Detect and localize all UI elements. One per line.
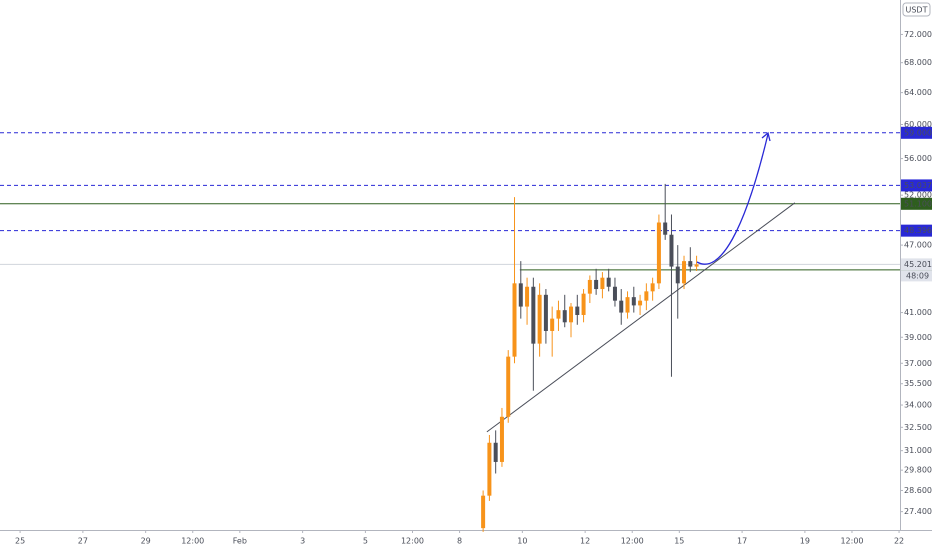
candle-body	[481, 495, 486, 529]
y-tick-label: 27.4000	[904, 507, 932, 516]
candle-body	[531, 286, 536, 344]
x-tick-label: 8	[457, 537, 462, 546]
candle-body	[663, 222, 668, 235]
candle-body	[562, 310, 567, 323]
trendline	[486, 202, 796, 433]
candle-body	[525, 286, 530, 307]
x-tick-label: 5	[363, 537, 368, 546]
price-label: 45.2015	[904, 260, 932, 269]
price-label-box	[901, 179, 932, 192]
candle-body	[650, 283, 655, 292]
candle-body	[694, 264, 699, 267]
candle-body	[638, 300, 643, 306]
x-tick-label: 12:00	[840, 537, 863, 546]
candle-body	[587, 279, 592, 294]
candle-body	[543, 294, 548, 331]
x-tick-label: 15	[674, 537, 684, 546]
candle-body	[569, 306, 574, 323]
candle-body	[512, 283, 517, 357]
price-label-box	[901, 197, 932, 210]
y-tick-label: 47.0000	[904, 241, 932, 250]
candle-body	[537, 294, 542, 344]
candle-body	[487, 442, 492, 496]
candle-body	[675, 266, 680, 284]
candle-body	[688, 261, 693, 267]
y-tick-label: 41.0000	[904, 308, 932, 317]
x-tick-label: 22	[894, 537, 904, 546]
y-tick-label: 35.5000	[904, 379, 932, 388]
projection-arrowhead	[761, 131, 771, 142]
x-tick-label: 12	[580, 537, 590, 546]
price-label: 59.0000	[904, 128, 932, 137]
y-tick-label: 28.6000	[904, 486, 932, 495]
x-tick-label: 12:00	[621, 537, 644, 546]
y-tick-label: 64.0000	[904, 88, 932, 97]
candle-body	[556, 310, 561, 319]
price-label: 48.3968	[904, 226, 932, 235]
candle-body	[493, 442, 498, 462]
candle-body	[619, 300, 624, 313]
candle-body	[612, 286, 617, 301]
candle-body	[631, 297, 636, 306]
y-tick-label: 52.0000	[904, 191, 932, 200]
candle-body	[644, 291, 649, 301]
candle-body	[506, 356, 511, 417]
plot: 25 27 29 12:00 Feb 3 5 12:00 8 10 12 12:00 15 17 19 12:…	[0, 30, 932, 546]
countdown-box	[901, 270, 932, 282]
countdown: 48:09	[906, 271, 929, 280]
candle-body	[581, 293, 586, 315]
price-label: 53.0376	[904, 181, 932, 190]
currency-badge[interactable]	[902, 2, 931, 17]
candle-body	[575, 306, 580, 315]
x-tick-label: 17	[737, 537, 747, 546]
y-tick-label: 29.8000	[904, 466, 932, 475]
x-tick-label: 12:00	[401, 537, 424, 546]
candle-body	[606, 277, 611, 287]
x-tick-label: 27	[78, 537, 88, 546]
candle-body	[682, 261, 687, 284]
x-tick-label: 29	[141, 537, 151, 546]
x-tick-label: 12:00	[181, 537, 204, 546]
x-tick-label: 10	[517, 537, 527, 546]
price-label-box	[901, 258, 932, 271]
price-label-box	[901, 126, 932, 139]
x-tick-label: 3	[300, 537, 305, 546]
x-tick-label: Feb	[233, 537, 247, 546]
price-label: 51.1000	[904, 199, 932, 208]
currency: USDT	[906, 6, 928, 15]
candle-body	[625, 297, 630, 313]
x-tick-label: 19	[800, 537, 810, 546]
y-tick-label: 56.0000	[904, 154, 932, 163]
price-label-box	[901, 224, 932, 237]
y-tick-label: 39.0000	[904, 333, 932, 342]
candle-body	[669, 234, 674, 267]
y-tick-label: 32.5000	[904, 423, 932, 432]
candle-body	[550, 318, 555, 331]
candle-body	[594, 279, 599, 290]
candle-body	[656, 222, 661, 284]
candle-body	[600, 277, 605, 290]
y-tick-label: 68.0000	[904, 58, 932, 67]
y-tick-label: 34.0000	[904, 401, 932, 410]
projection-curve	[696, 133, 769, 265]
candle-body	[518, 283, 523, 307]
y-tick-label: 31.0000	[904, 446, 932, 455]
candle-body	[499, 416, 504, 462]
y-tick-label: 37.0000	[904, 359, 932, 368]
x-tick-label: 25	[15, 537, 25, 546]
y-tick-label: 60.0000	[904, 120, 932, 129]
y-tick-label: 72.0000	[904, 30, 932, 39]
